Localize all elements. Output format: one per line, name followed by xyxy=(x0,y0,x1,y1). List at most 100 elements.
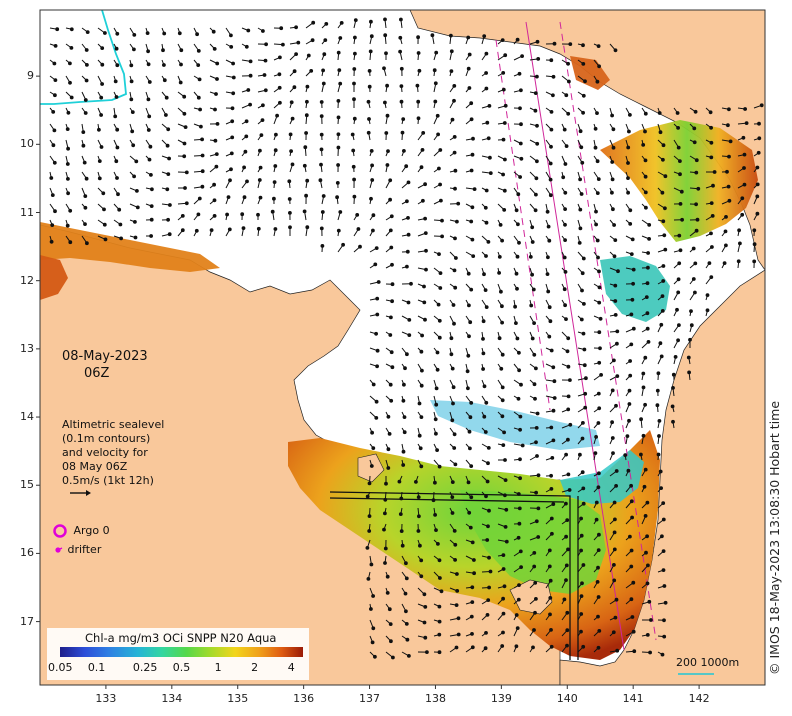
velocity-arrow-head xyxy=(129,79,134,84)
velocity-arrow-head xyxy=(501,567,506,571)
velocity-arrow-head xyxy=(481,337,485,341)
velocity-arrow-head xyxy=(399,17,403,22)
x-tick-label: 142 xyxy=(688,692,710,705)
velocity-arrow-head xyxy=(568,42,573,46)
velocity-arrow-head xyxy=(212,198,217,203)
colorbar-tick-label: 0.25 xyxy=(132,661,158,674)
velocity-arrow-head xyxy=(533,581,538,585)
map-canvas[interactable] xyxy=(40,10,765,685)
velocity-arrow-head xyxy=(629,252,634,257)
velocity-arrow-head xyxy=(310,38,315,43)
velocity-arrow-head xyxy=(593,451,598,456)
velocity-arrow-head xyxy=(655,388,660,393)
velocity-arrow-head xyxy=(612,578,617,583)
velocity-arrow-head xyxy=(399,66,404,71)
velocity-arrow-head xyxy=(83,194,88,199)
velocity-arrow-head xyxy=(417,68,422,73)
sealevel-line-5: 0.5m/s (1kt 12h) xyxy=(62,474,154,487)
velocity-arrow-head xyxy=(452,446,457,450)
velocity-arrow-head xyxy=(264,42,269,47)
velocity-arrow-head xyxy=(356,227,361,231)
velocity-arrow-head xyxy=(660,190,665,195)
velocity-arrow-head xyxy=(579,145,584,150)
velocity-arrow-head xyxy=(386,414,391,419)
velocity-arrow-head xyxy=(65,223,70,228)
velocity-arrow-head xyxy=(369,464,374,468)
y-tick-label: 14 xyxy=(20,410,34,424)
velocity-arrow-head xyxy=(497,271,502,275)
velocity-arrow-head xyxy=(501,172,506,177)
velocity-arrow-head xyxy=(387,607,392,612)
map-frame[interactable] xyxy=(40,10,765,685)
velocity-arrow-head xyxy=(351,164,356,169)
velocity-arrow-head xyxy=(484,220,489,225)
velocity-arrow-head xyxy=(114,46,119,51)
velocity-arrow-head xyxy=(631,580,636,585)
velocity-arrow-head xyxy=(65,162,70,166)
velocity-arrow-head xyxy=(645,581,650,586)
velocity-arrow-head xyxy=(469,495,474,500)
velocity-arrow-head xyxy=(84,48,89,52)
velocity-arrow-head xyxy=(389,245,394,250)
velocity-arrow-head xyxy=(660,309,665,313)
velocity-arrow-head xyxy=(501,71,506,75)
velocity-arrow-head xyxy=(273,148,278,153)
velocity-arrow-head xyxy=(551,93,555,98)
velocity-arrow-head xyxy=(705,308,710,313)
velocity-arrow-head xyxy=(535,123,539,128)
velocity-arrow-head xyxy=(611,451,615,456)
velocity-arrow-head xyxy=(502,584,507,589)
velocity-arrow-head xyxy=(454,645,459,650)
velocity-arrow-head xyxy=(51,143,56,148)
velocity-arrow-head xyxy=(133,235,138,240)
velocity-arrow-head xyxy=(532,321,537,326)
velocity-arrow-head xyxy=(642,484,647,489)
velocity-arrow-head xyxy=(467,334,471,339)
velocity-arrow-head xyxy=(355,213,360,217)
velocity-arrow-head xyxy=(167,156,172,161)
sealevel-line-4: 08 May 06Z xyxy=(62,460,128,473)
velocity-arrow-head xyxy=(367,117,371,121)
velocity-arrow-head xyxy=(146,62,151,67)
velocity-arrow-head xyxy=(565,349,570,354)
velocity-arrow-head xyxy=(501,87,506,92)
velocity-arrow-head xyxy=(629,499,634,504)
velocity-arrow-head xyxy=(388,333,393,337)
velocity-arrow-head xyxy=(499,366,504,371)
velocity-arrow-head xyxy=(437,558,442,563)
velocity-arrow-head xyxy=(422,592,427,597)
velocity-arrow-head xyxy=(406,216,410,220)
velocity-arrow-head xyxy=(324,22,329,26)
velocity-arrow-head xyxy=(487,508,491,513)
velocity-arrow-head xyxy=(627,418,631,423)
velocity-arrow-head xyxy=(423,231,428,236)
velocity-arrow-head xyxy=(515,286,519,291)
velocity-arrow-head xyxy=(725,169,729,174)
velocity-arrow-head xyxy=(422,300,427,305)
velocity-arrow-head xyxy=(740,196,745,201)
velocity-arrow-head xyxy=(211,29,216,34)
velocity-arrow-head xyxy=(256,212,260,217)
velocity-arrow-head xyxy=(645,633,650,637)
velocity-arrow-head xyxy=(502,188,507,193)
velocity-arrow-head xyxy=(258,148,262,153)
velocity-arrow-head xyxy=(194,228,199,233)
velocity-arrow-head xyxy=(661,568,666,572)
velocity-arrow-head xyxy=(613,517,617,522)
velocity-arrow-head xyxy=(368,49,373,54)
velocity-arrow-head xyxy=(449,33,453,38)
velocity-arrow-head xyxy=(418,543,422,548)
velocity-arrow-head xyxy=(626,190,630,195)
velocity-arrow-head xyxy=(263,58,268,63)
velocity-arrow-head xyxy=(678,172,682,177)
velocity-arrow-head xyxy=(388,228,393,233)
velocity-arrow-head xyxy=(131,143,136,148)
velocity-arrow-head xyxy=(484,400,489,405)
colorbar-title: Chl-a mg/m3 OCi SNPP N20 Aqua xyxy=(85,631,277,645)
velocity-arrow-head xyxy=(352,177,357,182)
velocity-arrow-head xyxy=(626,176,630,181)
velocity-arrow-head xyxy=(305,84,310,89)
velocity-arrow-head xyxy=(374,416,379,420)
velocity-arrow-head xyxy=(500,644,505,648)
velocity-arrow-head xyxy=(639,452,643,457)
